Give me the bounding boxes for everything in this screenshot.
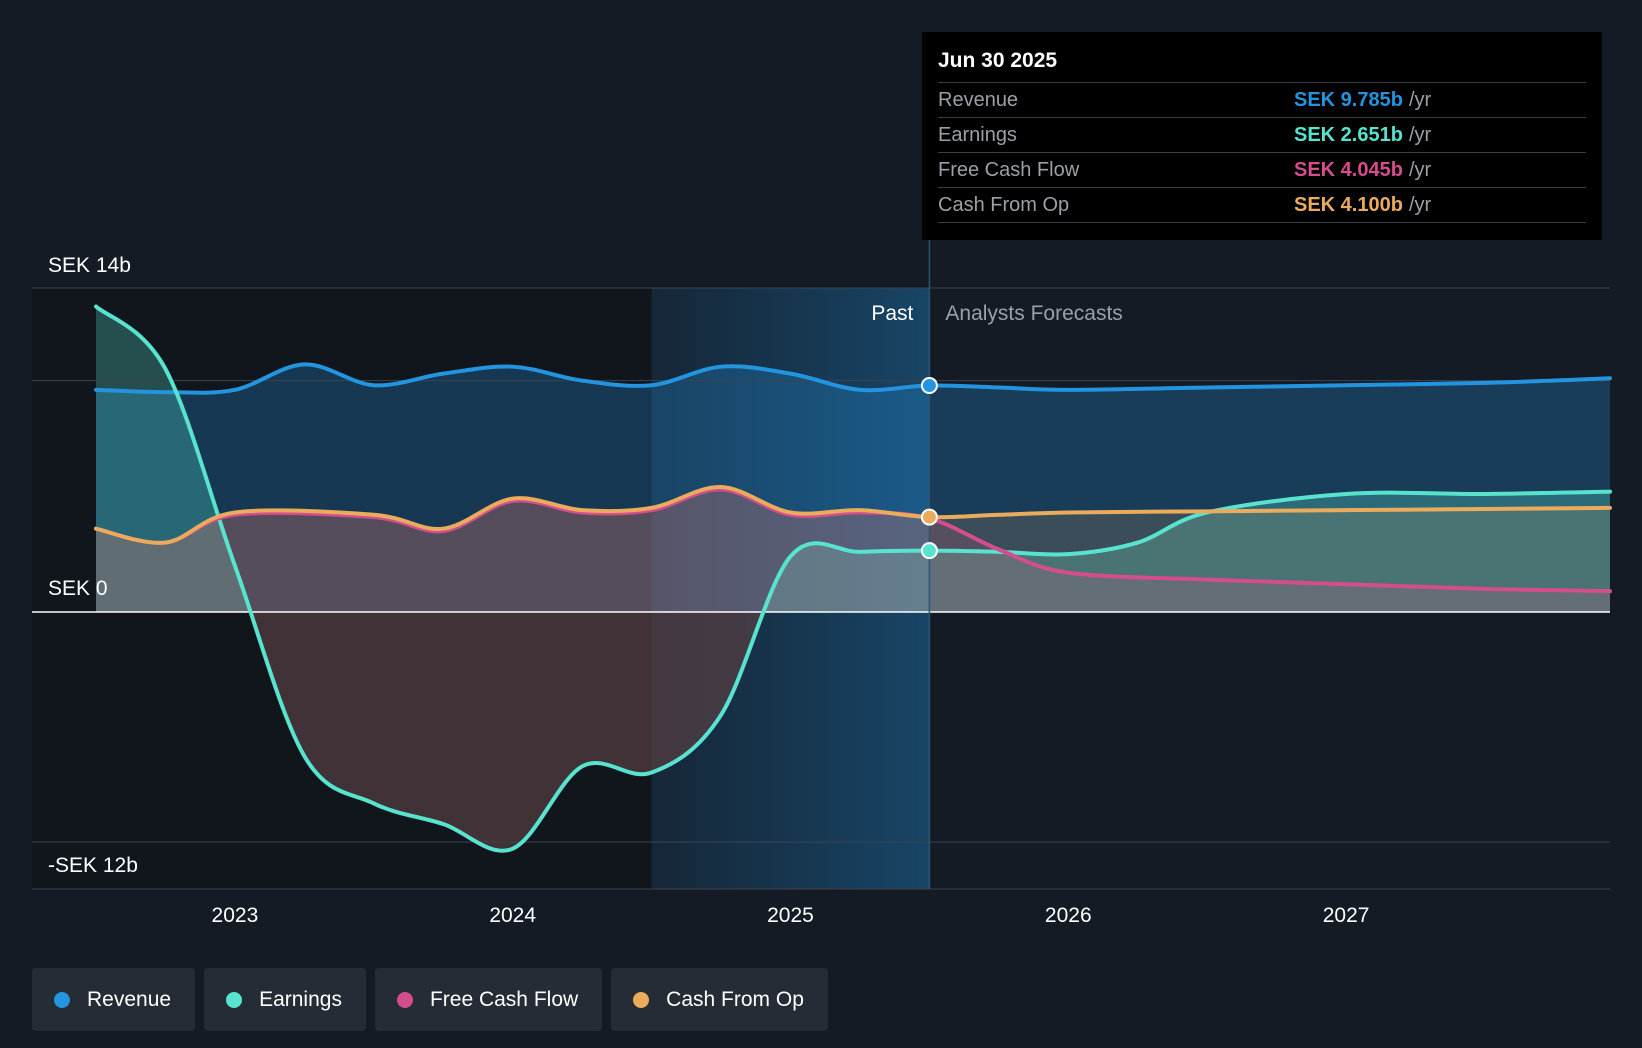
legend-label: Earnings — [259, 987, 342, 1011]
legend-label: Free Cash Flow — [429, 987, 579, 1011]
legend-item-earnings[interactable]: Earnings — [204, 968, 366, 1031]
legend-item-cash-from-op[interactable]: Cash From Op — [611, 968, 828, 1031]
line-revenue — [94, 362, 1612, 395]
x-tick-label: 2026 — [1045, 904, 1092, 927]
tooltip-value: SEK 2.651b/yr — [1294, 124, 1432, 146]
tooltip-label: Cash From Op — [938, 194, 1070, 216]
x-tick-label: 2023 — [212, 904, 259, 927]
marker-earnings — [920, 542, 938, 560]
tooltip-value: SEK 9.785b/yr — [1294, 89, 1432, 111]
tooltip-label: Earnings — [938, 124, 1017, 146]
legend-item-free-cash-flow[interactable]: Free Cash Flow — [374, 968, 603, 1031]
tooltip-value: SEK 4.045b/yr — [1294, 159, 1432, 181]
tooltip-date: Jun 30 2025 — [938, 46, 1586, 83]
x-tick-label: 2024 — [489, 904, 536, 927]
marker-revenue — [920, 377, 938, 395]
y-label-top: SEK 14b — [48, 254, 131, 277]
area-earnings-negative — [96, 612, 930, 851]
earnings-dot-icon — [226, 991, 243, 1008]
revenue-dot-icon — [54, 991, 70, 1008]
x-tick-label: 2027 — [1323, 904, 1370, 927]
y-label-zero: SEK 0 — [48, 577, 108, 600]
x-tick-label: 2025 — [767, 904, 814, 927]
tooltip-row-revenue: Revenue SEK 9.785b/yr — [938, 83, 1586, 118]
legend-label: Revenue — [87, 987, 172, 1011]
tooltip-row-free-cash-flow: Free Cash Flow SEK 4.045b/yr — [938, 153, 1586, 188]
tooltip-row-earnings: Earnings SEK 2.651b/yr — [938, 118, 1586, 153]
tooltip-label: Free Cash Flow — [938, 159, 1080, 181]
area-revenue — [96, 364, 1610, 612]
line-free-cash-flow — [94, 487, 1612, 594]
forecast-label: Analysts Forecasts — [945, 302, 1122, 325]
tooltip-label: Revenue — [938, 89, 1019, 111]
legend: Revenue Earnings Free Cash Flow Cash Fro… — [32, 968, 828, 1031]
line-cash-from-op — [94, 485, 1612, 545]
tooltip-row-cash-from-op: Cash From Op SEK 4.100b/yr — [938, 188, 1586, 223]
legend-item-revenue[interactable]: Revenue — [32, 968, 196, 1031]
legend-label: Cash From Op — [666, 987, 804, 1011]
chart: SEK 14b SEK 0 -SEK 12b Past Analysts Forecas… — [32, 240, 1612, 927]
marker-cash-from-op — [920, 508, 938, 526]
cash-from-op-dot-icon — [633, 991, 650, 1008]
tooltip-value: SEK 4.100b/yr — [1294, 194, 1432, 216]
free-cash-flow-dot-icon — [396, 991, 413, 1008]
past-label: Past — [871, 302, 913, 325]
tooltip: Jun 30 2025 Revenue SEK 9.785b/yr Earnin… — [922, 32, 1602, 240]
y-label-bottom: -SEK 12b — [48, 854, 138, 877]
